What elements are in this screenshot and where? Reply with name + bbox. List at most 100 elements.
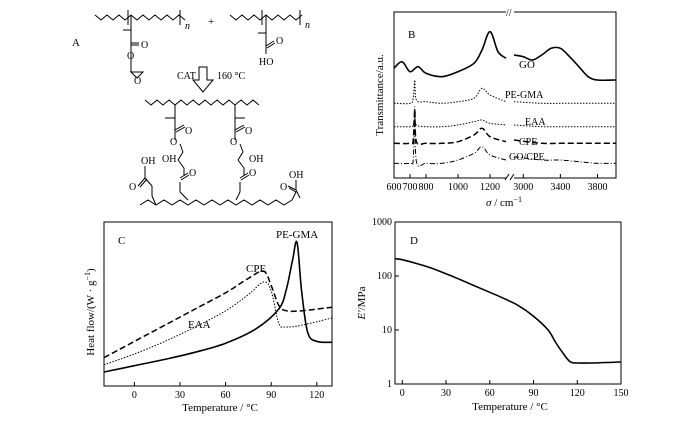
curve-pe-gma (393, 79, 507, 105)
panel-d-curves (394, 257, 622, 364)
x-tick-label: 3800 (587, 182, 607, 193)
curve-go-cpe (393, 106, 507, 167)
atom-o: O (280, 182, 287, 193)
x-tick-label: 120 (309, 390, 324, 401)
x-axis-unit: / cm (491, 197, 513, 209)
panel-d-dma: D E'/MPa Temperature / °C 0 30 60 90 120 150 … (356, 217, 629, 413)
y-tick-label: 10 (382, 325, 392, 336)
hydroxyl-group: HO (259, 57, 273, 68)
y-axis-unit: /MPa (356, 286, 368, 310)
x-tick-label: 120 (570, 388, 585, 399)
curve-eaa (393, 116, 507, 128)
curve-pe-gma (513, 101, 616, 104)
panel-a-scheme: A O O O n + (72, 10, 310, 206)
axis-break-mark (504, 173, 510, 181)
curve-cpe (393, 109, 507, 146)
crosslinked-product-structure (137, 99, 301, 206)
x-tick-label: 700 (403, 182, 418, 193)
x-tick-label: 60 (485, 388, 495, 399)
temperature-label: 160 °C (217, 71, 245, 82)
atom-o: O (189, 168, 196, 179)
hydroxyl-group: OH (162, 154, 176, 165)
x-tick-label: 1200 (480, 182, 500, 193)
x-tick-label: 150 (614, 388, 629, 399)
x-tick-label: 0 (400, 388, 405, 399)
panel-d-x-ticks: 0 30 60 90 120 150 (400, 380, 629, 399)
y-axis-symbol: E' (356, 310, 368, 321)
x-tick-label: 1000 (448, 182, 468, 193)
panel-c-curves (103, 240, 333, 373)
atom-o: O (170, 137, 177, 148)
curve-go (513, 46, 617, 82)
atom-o: O (245, 126, 252, 137)
panel-c-label: C (118, 235, 125, 247)
panel-c-y-axis-label: Heat flow/(W · g−1) (83, 268, 97, 356)
series-label-eaa: EAA (188, 319, 211, 331)
curve-eaa (513, 124, 616, 128)
atom-o: O (249, 168, 256, 179)
x-tick-label: 60 (221, 390, 231, 401)
hydroxyl-group: OH (141, 156, 155, 167)
x-tick-label: 3000 (513, 182, 533, 193)
y-axis-exponent: −1 (83, 272, 92, 281)
y-tick-label: 100 (377, 271, 392, 282)
panel-b-ftir: B Transmittance/a.u. // 600 700 800 1000 120… (374, 8, 617, 209)
reactant-pe-gma-structure (94, 10, 186, 79)
y-tick-label: 1000 (372, 217, 392, 228)
curve-go (393, 30, 507, 78)
atom-o: O (230, 137, 237, 148)
x-tick-label: 0 (132, 390, 137, 401)
atom-o: O (129, 182, 136, 193)
series-label-cpe: CPE (519, 137, 537, 148)
y-tick-label: 1 (387, 379, 392, 390)
panel-c-x-ticks: 0 30 60 90 120 (132, 382, 324, 401)
atom-o: O (185, 126, 192, 137)
axis-break-mask (506, 9, 514, 15)
x-tick-label: 90 (266, 390, 276, 401)
series-label-go-cpe: GO/CPE (509, 152, 545, 163)
y-axis-paren: ) (85, 268, 97, 272)
panel-b-frame (393, 11, 617, 179)
series-label-pe-gma: PE-GMA (276, 229, 318, 241)
panel-d-label: D (410, 235, 418, 247)
atom-o: O (141, 40, 148, 51)
panel-b-y-axis-label: Transmittance/a.u. (374, 54, 386, 136)
sigma-symbol: σ (486, 197, 492, 209)
x-tick-label: 800 (419, 182, 434, 193)
subscript-n: n (305, 20, 310, 31)
x-tick-label: 30 (175, 390, 185, 401)
panel-d-y-ticks: 1 10 100 1000 (372, 217, 399, 390)
panel-c-dsc: C Heat flow/(W · g−1) Temperature / °C 0… (83, 221, 333, 414)
catalyst-label: CAT (177, 71, 196, 82)
hydroxyl-group: OH (249, 154, 263, 165)
hydroxyl-group: OH (289, 170, 303, 181)
curve-pe-gma (103, 240, 333, 373)
atom-o: O (276, 36, 283, 47)
series-label-go: GO (519, 59, 535, 71)
axis-break-mark: // (506, 8, 512, 19)
axis-break-mask (506, 175, 514, 181)
panel-d-frame (394, 221, 622, 385)
series-label-cpe: CPE (246, 263, 266, 275)
atom-o: O (134, 76, 141, 87)
x-tick-label: 90 (529, 388, 539, 399)
panel-c-x-axis-label: Temperature / °C (182, 402, 258, 414)
plus-sign: + (208, 16, 214, 28)
reactant-eaa-structure (229, 10, 303, 54)
series-label-eaa: EAA (525, 117, 546, 128)
series-label-pe-gma: PE-GMA (505, 90, 544, 101)
panel-b-label: B (408, 29, 415, 41)
x-tick-label: 600 (387, 182, 402, 193)
subscript-n: n (185, 21, 190, 32)
atom-o: O (127, 51, 134, 62)
panel-a-label: A (72, 37, 80, 49)
panel-b-curves (393, 30, 617, 167)
curve-storage-modulus (394, 257, 622, 364)
curve-eaa (103, 281, 333, 366)
panel-c-frame (103, 221, 333, 387)
x-tick-label: 3400 (550, 182, 570, 193)
panel-b-x-ticks: 600 700 800 1000 1200 3000 3400 3800 (387, 174, 607, 193)
panel-d-x-axis-label: Temperature / °C (472, 401, 548, 413)
x-tick-label: 30 (441, 388, 451, 399)
